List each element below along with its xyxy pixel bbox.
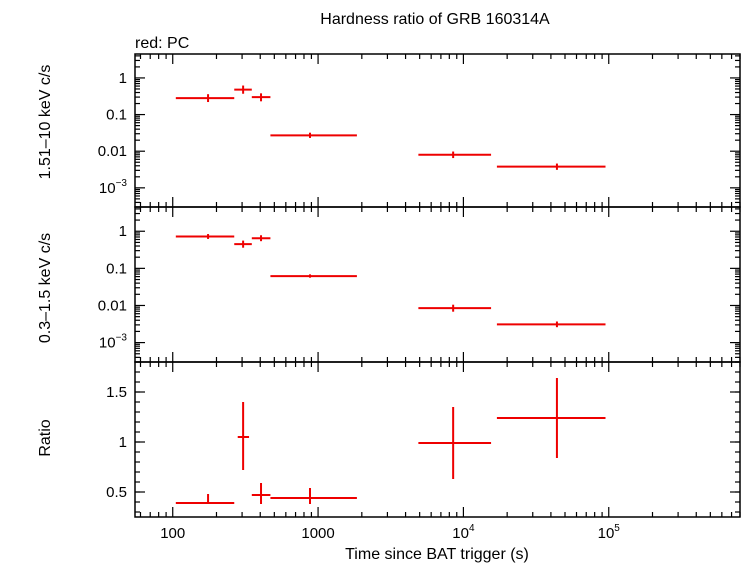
y-tick-label-ratio: 0.5: [106, 484, 127, 501]
y-tick-label-soft-band: 0.01: [98, 297, 127, 314]
y-tick-label-soft-band: 0.1: [106, 260, 127, 277]
panel-frame-soft-band: [134, 206, 741, 363]
y-axis-label-ratio: Ratio: [37, 419, 54, 456]
y-tick-label-hard-band: 0.01: [98, 143, 127, 160]
y-tick-label-ratio: 1: [119, 434, 127, 451]
y-tick-label-soft-band: 10−3: [99, 333, 128, 352]
y-tick-label-ratio: 1.5: [106, 384, 127, 401]
y-tick-label-hard-band: 0.1: [106, 107, 127, 124]
y-axis-label-middle: 0.3–1.5 keV c/s: [37, 233, 54, 343]
x-tick-label: 105: [598, 523, 621, 542]
x-tick-label: 104: [452, 523, 475, 542]
x-axis-label: Time since BAT trigger (s): [345, 546, 529, 563]
panel-frame-hard-band: [134, 53, 741, 208]
y-tick-label-hard-band: 1: [119, 70, 127, 87]
panel-frame-ratio: [134, 361, 741, 518]
x-tick-label: 100: [160, 525, 185, 542]
legend-label: red: PC: [135, 35, 189, 52]
y-axis-label-top: 1.51–10 keV c/s: [37, 65, 54, 180]
x-tick-label: 1000: [301, 525, 334, 542]
y-tick-label-hard-band: 10−3: [99, 178, 128, 197]
chart-title: Hardness ratio of GRB 160314A: [320, 11, 550, 28]
plot-area: 1 0.1 0.01 10−3 1 0.1 0.01 10−3 0.5 1 1.5 100 1000 10…: [98, 53, 741, 542]
y-tick-label-soft-band: 1: [119, 223, 127, 240]
